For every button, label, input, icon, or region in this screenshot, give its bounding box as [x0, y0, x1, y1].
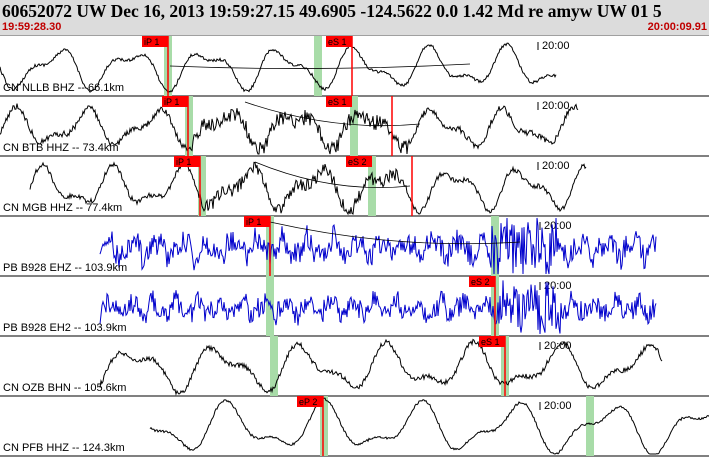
- pick-window: [314, 36, 322, 96]
- pick-label: eS 1: [328, 97, 347, 107]
- pick-flag: [162, 96, 188, 107]
- pick-window: [320, 396, 328, 456]
- pick-label: iP 1: [246, 217, 261, 227]
- pick-window: [185, 96, 193, 156]
- trace-panel[interactable]: 20:00 eS 2 PB B928 EH2 -- 103.9km: [0, 276, 709, 337]
- waveform: [0, 42, 557, 94]
- time-tick-label: 20:00: [542, 40, 570, 52]
- channel-label: CN MGB HHZ -- 77.4km: [3, 202, 122, 214]
- model-curve: [269, 221, 521, 245]
- pick-label: iP 1: [176, 157, 191, 167]
- pick-label: iP 1: [164, 97, 179, 107]
- pick-flag: [174, 156, 200, 167]
- pick-flag: [326, 36, 352, 47]
- pick-flag: [479, 336, 505, 347]
- pick-flag: [142, 36, 168, 47]
- pick-flag: [297, 396, 323, 407]
- model-curve: [254, 161, 411, 188]
- channel-label: CN NLLB BHZ -- 66.1km: [3, 82, 124, 94]
- waveform: [149, 397, 709, 455]
- model-curve: [169, 63, 471, 69]
- channel-label: PB B928 EHZ -- 103.9km: [3, 262, 127, 274]
- trace-panel[interactable]: 20:00 eP 2 CN PFB HHZ -- 124.3km: [0, 396, 709, 457]
- end-time: 20:00:09.91: [647, 21, 707, 33]
- trace-panel[interactable]: 20:00 iP 1 PB B928 EHZ -- 103.9km: [0, 216, 709, 277]
- pick-window: [270, 336, 278, 396]
- channel-label: CN BTB HHZ -- 73.4km: [3, 142, 119, 154]
- seismogram-panel[interactable]: 20:00 iP 1 eS 1 CN NLLB BHZ -- 66.1km 20:00 i…: [0, 36, 709, 458]
- event-title: 60652072 UW Dec 16, 2013 19:59:27.15 49.…: [2, 1, 662, 21]
- start-time: 19:59:28.30: [2, 21, 62, 33]
- pick-label: eP 2: [299, 397, 317, 407]
- header-bar: 60652072 UW Dec 16, 2013 19:59:27.15 49.…: [0, 0, 709, 36]
- trace-panel[interactable]: 20:00 iP 1 eS 1 CN NLLB BHZ -- 66.1km: [0, 36, 709, 97]
- pick-label: eS 2: [348, 157, 367, 167]
- pick-label: eS 1: [481, 337, 500, 347]
- pick-window: [368, 156, 376, 216]
- pick-window: [350, 96, 358, 156]
- pick-window: [198, 156, 206, 216]
- time-tick-label: 20:00: [542, 100, 570, 112]
- time-tick-label: 20:00: [542, 160, 570, 172]
- pick-window: [586, 396, 594, 456]
- trace-panel[interactable]: 20:00 iP 1 eS 1 CN BTB HHZ -- 73.4km: [0, 96, 709, 157]
- trace-panel[interactable]: 20:00 iP 1 eS 2 CN MGB HHZ -- 77.4km: [0, 156, 709, 217]
- pick-label: eS 1: [328, 37, 347, 47]
- pick-window: [266, 276, 274, 336]
- pick-flag: [346, 156, 372, 167]
- pick-label: eS 2: [471, 277, 490, 287]
- waveform: [99, 217, 657, 275]
- pick-flag: [244, 216, 270, 227]
- pick-flag: [326, 96, 352, 107]
- channel-label: CN PFB HHZ -- 124.3km: [3, 442, 125, 454]
- waveform: [0, 103, 579, 155]
- model-curve: [244, 101, 421, 127]
- channel-label: PB B928 EH2 -- 103.9km: [3, 322, 127, 334]
- waveform: [99, 338, 663, 396]
- channel-label: CN OZB BHN -- 105.6km: [3, 382, 126, 394]
- waveform: [99, 280, 657, 335]
- time-tick-label: 20:00: [544, 400, 572, 412]
- pick-flag: [469, 276, 495, 287]
- time-tick-label: 20:00: [544, 280, 572, 292]
- pick-label: iP 1: [144, 37, 159, 47]
- time-tick-label: 20:00: [544, 220, 572, 232]
